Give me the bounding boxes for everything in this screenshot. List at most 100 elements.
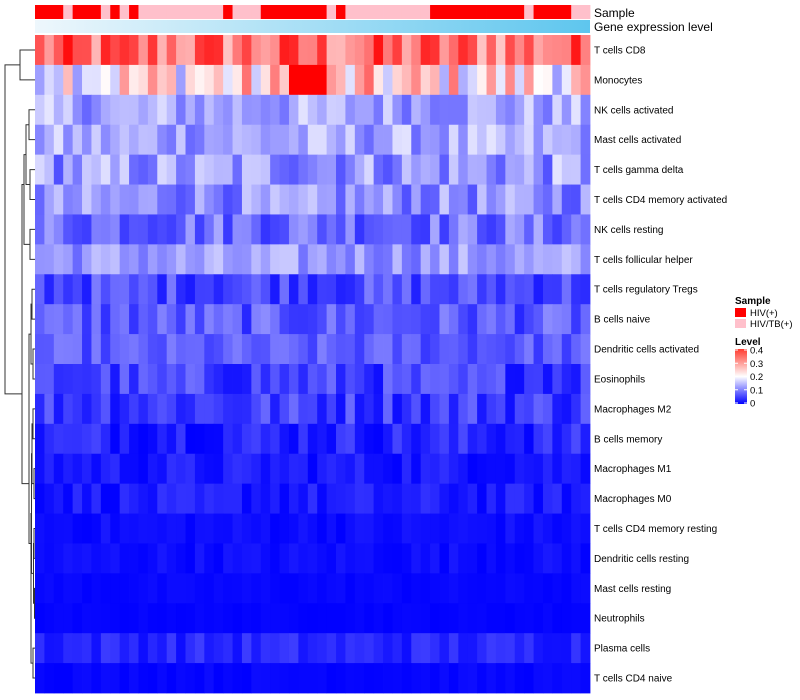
heatmap-cell: [241, 334, 252, 365]
heatmap-cell: [571, 633, 581, 664]
heatmap-cell: [157, 483, 168, 514]
heatmap-cell: [392, 94, 403, 126]
sample-cell: [326, 5, 337, 19]
sample-cell: [495, 5, 506, 19]
heatmap-cell: [505, 304, 516, 335]
heatmap-cell: [138, 603, 149, 634]
heatmap-cell: [336, 603, 346, 634]
heatmap-cell: [260, 513, 271, 544]
heatmap-cell: [138, 663, 149, 694]
sample-cell: [383, 5, 393, 19]
heatmap-cell: [477, 483, 487, 514]
heatmap-cell: [119, 124, 130, 156]
heatmap-cell: [336, 304, 346, 335]
heatmap-cell: [166, 274, 177, 305]
heatmap-cell: [53, 393, 64, 425]
heatmap-cell: [373, 184, 384, 215]
heatmap-cell: [270, 453, 280, 485]
heatmap-cell: [307, 393, 318, 425]
heatmap-cell: [486, 184, 497, 215]
heatmap-cell: [129, 274, 139, 305]
heatmap-cell: [194, 543, 205, 574]
heatmap-cell: [392, 64, 403, 96]
heatmap-cell: [420, 543, 431, 574]
heatmap-cell: [486, 513, 497, 544]
sample-track-label: Sample: [594, 6, 635, 20]
heatmap-cell: [505, 35, 516, 66]
heatmap-cell: [44, 35, 55, 66]
heatmap-cell: [439, 64, 450, 96]
sample-cell: [448, 5, 459, 19]
heatmap-cell: [392, 633, 403, 664]
legend-sample-title: Sample: [735, 296, 771, 307]
heatmap-cell: [411, 603, 422, 634]
heatmap-cell: [477, 543, 487, 574]
heatmap-cell: [458, 633, 469, 664]
heatmap-cell: [213, 453, 224, 485]
heatmap-cell: [580, 214, 591, 245]
heatmap-cell: [110, 663, 121, 694]
heatmap-cell: [542, 304, 553, 335]
heatmap-cell: [288, 244, 299, 275]
heatmap-cell: [439, 543, 450, 574]
heatmap-cell: [458, 483, 469, 514]
heatmap-cell: [138, 184, 149, 215]
heatmap-cell: [383, 64, 393, 96]
heatmap-cell: [91, 304, 102, 335]
heatmap-cell: [270, 184, 280, 215]
heatmap-cell: [223, 304, 233, 335]
heatmap-cell: [119, 154, 130, 185]
row-labels: T cells CD8 Monocytes NK cells activated Ma…: [594, 46, 727, 685]
heatmap-cell: [542, 393, 553, 425]
heatmap-cell: [505, 334, 516, 365]
heatmap-cell: [223, 663, 233, 694]
sample-cell: [213, 5, 224, 19]
heatmap-cell: [204, 184, 215, 215]
heatmap-cell: [35, 334, 45, 365]
heatmap-cell: [63, 214, 74, 245]
heatmap-cell: [72, 274, 83, 305]
heatmap-cell: [411, 633, 422, 664]
heatmap-cell: [44, 334, 55, 365]
heatmap-cell: [288, 453, 299, 485]
dendrogram-branch: [4, 64, 22, 395]
heatmap-cell: [533, 124, 544, 156]
heatmap-cell: [392, 513, 403, 544]
heatmap-cell: [119, 214, 130, 245]
heatmap-cell: [232, 124, 243, 156]
heatmap-cell: [392, 453, 403, 485]
heatmap-cell: [317, 453, 328, 485]
heatmap-cell: [251, 214, 262, 245]
heatmap-cell: [138, 334, 149, 365]
heatmap-cell: [345, 364, 356, 395]
heatmap-cell: [411, 663, 422, 694]
sample-cell: [477, 5, 487, 19]
heatmap-cell: [157, 603, 168, 634]
heatmap-cell: [147, 513, 158, 544]
heatmap-cell: [307, 94, 318, 126]
heatmap-cell: [194, 663, 205, 694]
sample-cell: [185, 5, 196, 19]
heatmap-cell: [495, 334, 506, 365]
heatmap-cell: [279, 304, 290, 335]
heatmap-cell: [326, 573, 337, 604]
heatmap-cell: [129, 543, 139, 574]
heatmap-cell: [232, 513, 243, 544]
heatmap-cell: [364, 453, 375, 485]
heatmap-cell: [392, 35, 403, 66]
heatmap-cell: [505, 94, 516, 126]
heatmap-cell: [298, 35, 309, 66]
heatmap-cell: [91, 663, 102, 694]
heatmap-cell: [251, 513, 262, 544]
heatmap-cell: [251, 393, 262, 425]
heatmap-cell: [260, 274, 271, 305]
heatmap-cell: [430, 64, 440, 96]
heatmap-cell: [298, 214, 309, 245]
heatmap-cell: [354, 35, 365, 66]
heatmap-cell: [251, 304, 262, 335]
heatmap-cell: [110, 633, 121, 664]
heatmap-cell: [458, 214, 469, 245]
heatmap-cell: [129, 94, 139, 126]
heatmap-cell: [458, 423, 469, 455]
heatmap-cell: [524, 214, 534, 245]
